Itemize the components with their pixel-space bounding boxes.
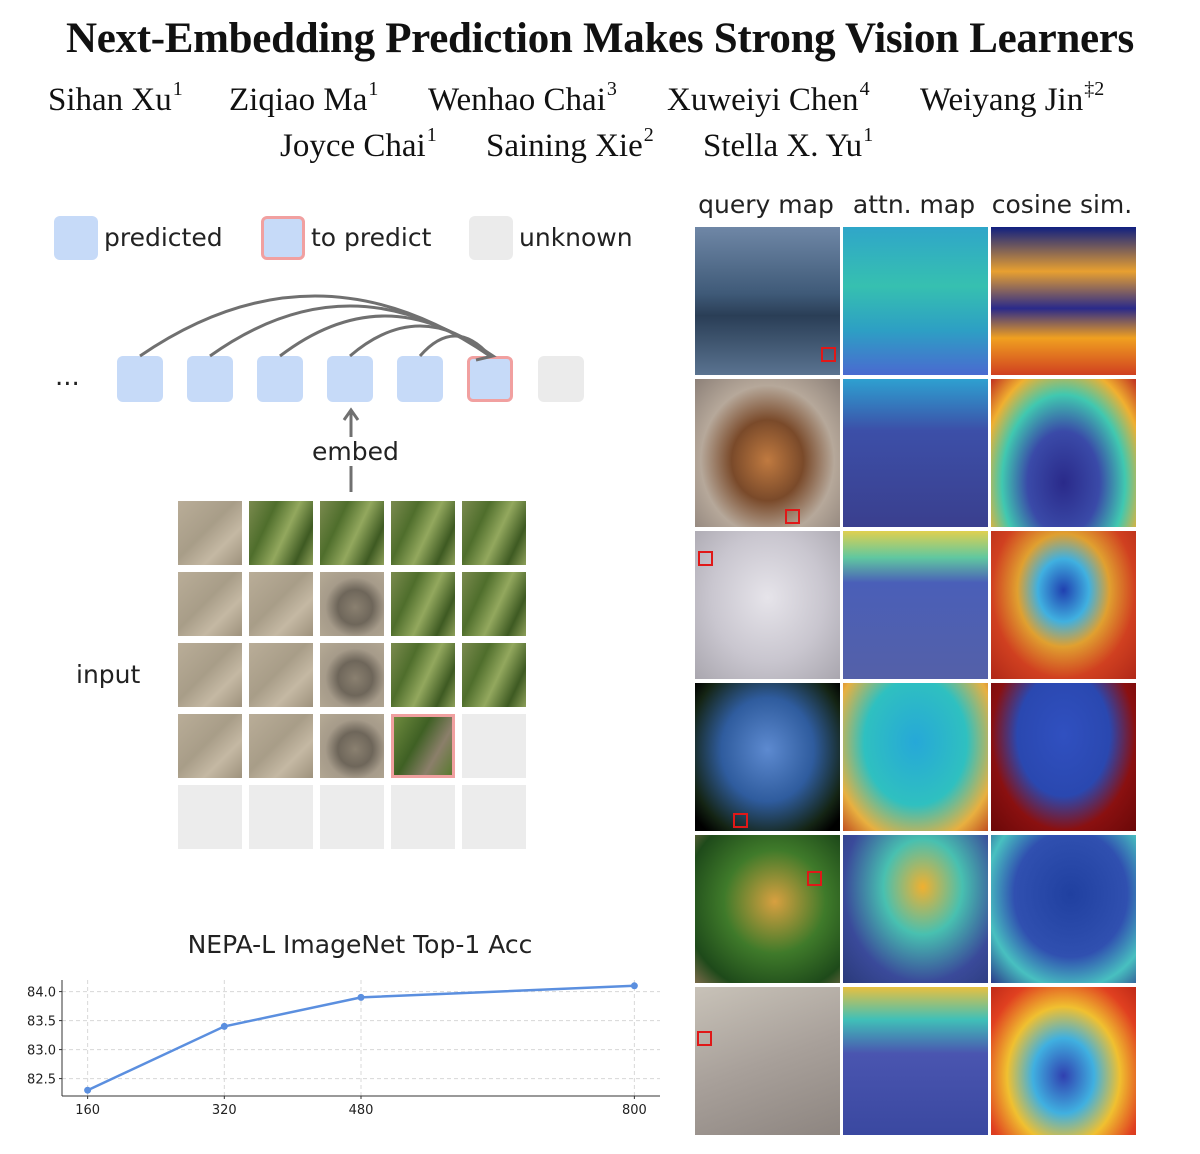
image-patch xyxy=(249,714,313,778)
unknown-patch xyxy=(391,785,455,849)
cosine-sim-image xyxy=(991,683,1136,831)
accuracy-line-chart: 82.5 83.0 83.5 84.0 160 320 480 800 xyxy=(27,980,660,1118)
legend-swatch-unknown xyxy=(469,216,513,260)
y-tick-label: 82.5 xyxy=(27,1073,56,1088)
image-patch xyxy=(249,572,313,636)
cosine-sim-image xyxy=(991,227,1136,375)
data-point xyxy=(630,982,638,990)
legend-label-to-predict: to predict xyxy=(311,223,432,252)
image-patch xyxy=(178,714,242,778)
image-patch xyxy=(320,643,384,707)
paper-title: Next-Embedding Prediction Makes Strong V… xyxy=(66,15,1134,62)
image-patch xyxy=(462,572,526,636)
embed-label: embed xyxy=(310,437,401,466)
x-tick-label: 160 xyxy=(75,1103,100,1118)
image-patch xyxy=(462,501,526,565)
query-map-image xyxy=(695,835,840,983)
image-patch xyxy=(320,572,384,636)
query-map-image xyxy=(695,531,840,679)
legend-label-unknown: unknown xyxy=(519,223,633,252)
query-patch-marker xyxy=(785,509,800,524)
unknown-token xyxy=(538,356,584,402)
legend-swatch-to-predict xyxy=(261,216,305,260)
cosine-sim-image xyxy=(991,987,1136,1135)
data-point xyxy=(84,1086,92,1094)
attn-map-image xyxy=(843,683,988,831)
input-label: input xyxy=(76,660,141,689)
image-patch xyxy=(249,643,313,707)
sequence-ellipsis: ... xyxy=(55,362,80,392)
image-patch xyxy=(320,714,384,778)
query-map-image xyxy=(695,987,840,1135)
data-point xyxy=(220,1022,228,1030)
attn-map-image xyxy=(843,987,988,1135)
author: Ziqiao Ma1 xyxy=(229,78,379,118)
query-patch-marker xyxy=(821,347,836,362)
predicted-token xyxy=(117,356,163,402)
attn-map-image xyxy=(843,379,988,527)
image-patch xyxy=(178,643,242,707)
image-patch xyxy=(391,501,455,565)
cosine-sim-image xyxy=(991,531,1136,679)
column-header-attn-map: attn. map xyxy=(852,190,976,219)
image-patch xyxy=(391,572,455,636)
unknown-patch xyxy=(320,785,384,849)
image-patch xyxy=(462,643,526,707)
query-patch-marker xyxy=(698,551,713,566)
data-point xyxy=(357,993,365,1001)
legend-label-predicted: predicted xyxy=(104,223,223,252)
image-patch xyxy=(320,501,384,565)
attention-arcs xyxy=(139,294,497,492)
arc xyxy=(349,324,491,358)
y-tick-label: 84.0 xyxy=(27,986,56,1001)
image-patch xyxy=(391,643,455,707)
attn-map-image xyxy=(843,531,988,679)
author: Weiyang Jin‡2 xyxy=(920,78,1105,118)
query-patch-marker xyxy=(733,813,748,828)
unknown-patch xyxy=(178,785,242,849)
column-header-query-map: query map xyxy=(698,190,834,219)
query-map-image xyxy=(695,227,840,375)
attn-map-image xyxy=(843,227,988,375)
x-tick-label: 800 xyxy=(622,1103,647,1118)
image-patch xyxy=(178,501,242,565)
y-tick-label: 83.0 xyxy=(27,1044,56,1059)
x-tick-label: 320 xyxy=(212,1103,237,1118)
attn-map-image xyxy=(843,835,988,983)
image-patch xyxy=(249,501,313,565)
chart-title: NEPA-L ImageNet Top-1 Acc xyxy=(187,930,533,959)
cosine-sim-image xyxy=(991,379,1136,527)
image-patch xyxy=(178,572,242,636)
query-patch-marker xyxy=(807,871,822,886)
author: Sihan Xu1 xyxy=(48,78,183,118)
predicted-token xyxy=(327,356,373,402)
to-predict-patch xyxy=(391,714,455,778)
author: Xuweiyi Chen4 xyxy=(667,78,870,118)
author: Joyce Chai1 xyxy=(280,124,437,164)
author: Wenhao Chai3 xyxy=(428,78,617,118)
predicted-token xyxy=(187,356,233,402)
unknown-patch xyxy=(249,785,313,849)
y-tick-label: 83.5 xyxy=(27,1015,56,1030)
legend-swatch-predicted xyxy=(54,216,98,260)
arrow-up-icon xyxy=(342,407,360,421)
cosine-sim-image xyxy=(991,835,1136,983)
series-line xyxy=(87,984,635,1092)
unknown-patch xyxy=(462,785,526,849)
query-map-image xyxy=(695,683,840,831)
column-header-cosine-sim: cosine sim. xyxy=(991,190,1133,219)
query-patch-marker xyxy=(697,1031,712,1046)
arrowhead-icon xyxy=(475,344,497,362)
predicted-token xyxy=(397,356,443,402)
query-map-image xyxy=(695,379,840,527)
author: Stella X. Yu1 xyxy=(703,124,874,164)
predicted-token xyxy=(257,356,303,402)
x-tick-label: 480 xyxy=(349,1103,374,1118)
unknown-patch xyxy=(462,714,526,778)
author: Saining Xie2 xyxy=(486,124,654,164)
